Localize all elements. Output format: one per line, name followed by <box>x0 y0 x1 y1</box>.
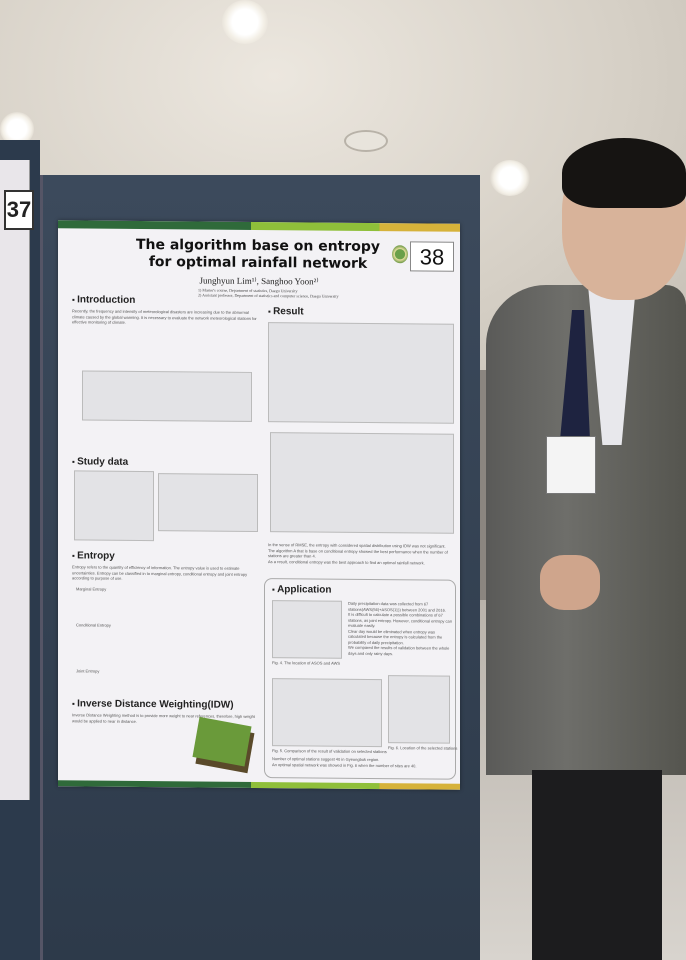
fig6-caption: Fig. 6. Location of the selected station… <box>388 745 458 751</box>
fig4-caption: Fig. 4. The location of ASOS and AWS <box>272 660 341 666</box>
heading-idw: Inverse Distance Weighting(IDW) <box>72 698 234 710</box>
application-bullet: Clear day would be eliminated when entro… <box>348 628 443 645</box>
poster: The algorithm base on entropy for optima… <box>58 220 460 790</box>
application-bullet: We compared the results of validation be… <box>348 644 450 656</box>
intro-text: Recently, the frequency and intensity of… <box>72 308 257 325</box>
ceiling-light <box>490 160 530 196</box>
study-map <box>74 470 154 542</box>
entropy-text: Entropy refers to the quantity of effici… <box>72 564 248 581</box>
result-bullet: As a result, conditional entropy was the… <box>268 558 425 565</box>
poster-title: The algorithm base on entropy for optima… <box>118 237 398 273</box>
presenter-hair <box>562 138 686 208</box>
fig5-caption: Fig. 5. Comparison of the result of vali… <box>272 748 387 755</box>
result-charts <box>270 432 454 534</box>
result-bullets: In the sense of RMSE, the entropy with c… <box>268 542 454 566</box>
heading-entropy: Entropy <box>72 550 115 561</box>
result-bullet: The algorithm A that is base on conditio… <box>268 547 448 559</box>
heading-introduction: Introduction <box>72 294 135 306</box>
heading-result: Result <box>268 306 304 317</box>
marginal-entropy-label: Marginal Entropy <box>76 586 107 592</box>
affiliations: 1) Master's course, Department of statis… <box>198 287 338 298</box>
name-badge <box>546 436 596 494</box>
affiliation-2: 2) Assistant professor, Department of st… <box>198 292 339 299</box>
presenter-pants <box>532 770 662 960</box>
university-logo <box>392 245 408 264</box>
application-footer: Number of optimal stations suggest 40 in… <box>272 756 452 769</box>
fig5-charts <box>272 678 382 748</box>
heading-study-data: Study data <box>72 456 128 467</box>
application-bullets: Daily precipitation data was collected f… <box>348 601 452 657</box>
flowchart-figure <box>82 370 252 422</box>
joint-entropy-label: Joint Entropy <box>76 668 100 674</box>
terrain-illustration <box>192 716 252 767</box>
left-poster <box>0 160 30 800</box>
fig6-map <box>388 675 450 744</box>
application-bullet: It is difficult to calculate a possible … <box>348 611 452 629</box>
title-line-2: for optimal rainfall network <box>148 254 368 272</box>
ceiling-vent <box>344 130 388 152</box>
fig4-map <box>272 600 342 659</box>
application-bullet: Daily precipitation data was collected f… <box>348 600 446 613</box>
result-table <box>268 322 454 424</box>
left-poster-number: 37 <box>4 190 34 230</box>
poster-number: 38 <box>410 241 454 272</box>
presenter-hand <box>540 555 600 610</box>
heading-application: Application <box>272 584 331 595</box>
authors: Junghyun Lim¹⁾, Sanghoo Yoon²⁾ <box>199 275 319 287</box>
conditional-entropy-label: Conditional Entropy <box>76 622 111 628</box>
ceiling-light <box>222 0 268 44</box>
station-table <box>158 473 258 532</box>
